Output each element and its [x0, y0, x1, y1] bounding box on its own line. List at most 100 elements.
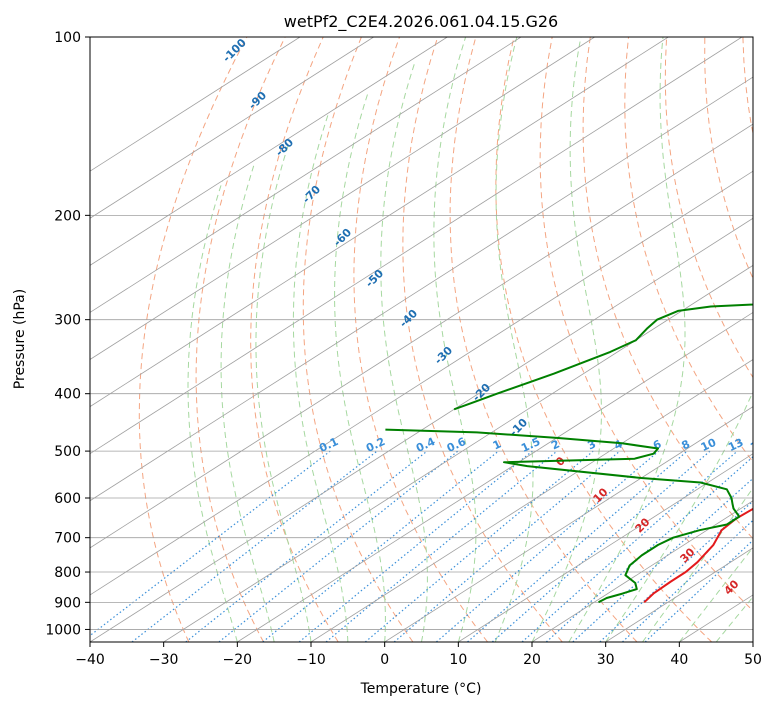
isotherm-line	[90, 37, 669, 408]
x-tick-label: 0	[380, 652, 389, 668]
moist-adiabat-line	[568, 37, 686, 642]
mixing-ratio-line	[621, 519, 753, 642]
isotherm-line	[237, 311, 753, 642]
y-axis: 1000 900 800 700 600 500 400 300 200 100	[45, 30, 90, 638]
isotherm-line	[531, 500, 753, 642]
isotherm-line	[90, 37, 448, 266]
isotherm-line	[90, 76, 753, 502]
mixing-ratio-line	[325, 450, 558, 642]
x-tick-label: 50	[744, 652, 762, 668]
dry-adiabat-line	[704, 37, 753, 280]
moist-adiabat-line	[380, 61, 428, 642]
dry-adiabat-line	[138, 37, 248, 642]
mixing-ratio-label: 0.4	[414, 435, 437, 455]
mixing-ratio-line	[364, 450, 594, 642]
temperature-line	[643, 507, 753, 604]
moist-adiabat-line	[220, 165, 275, 642]
x-tick-label: 30	[597, 652, 615, 668]
isotherm-line	[310, 359, 753, 642]
chart-title: wetPf2_C2E4.2026.061.04.15.G26	[284, 12, 558, 32]
mixing-ratio-line	[467, 450, 688, 642]
moist-adiabat-line	[187, 180, 238, 642]
mixing-ratio-label: 2	[549, 437, 561, 452]
isotherm-label: -70	[300, 183, 323, 206]
mixing-ratio-label: 0.6	[445, 435, 468, 455]
moist-adiabat-line	[715, 596, 753, 642]
y-tick-label: 100	[54, 30, 81, 46]
isotherm-line	[752, 641, 753, 642]
isotherm-label: -90	[246, 89, 269, 112]
dry-adiabat-line	[402, 37, 563, 642]
y-axis-label: Pressure (hPa)	[12, 289, 28, 389]
mixing-ratio-line	[185, 450, 428, 642]
moist-adiabat-line	[433, 37, 477, 642]
moist-adiabat-label: 40	[722, 577, 742, 597]
mixing-ratio-label: 8	[680, 437, 692, 452]
dry-adiabat-line	[539, 37, 753, 612]
y-tick-label: 200	[54, 208, 81, 224]
mixing-ratio-line	[298, 450, 533, 642]
mixing-ratio-line	[218, 450, 459, 642]
dry-adiabat-line	[353, 37, 488, 642]
x-tick-label: 10	[449, 652, 467, 668]
mixing-ratio-line	[521, 450, 738, 642]
isotherm-label: -40	[397, 307, 420, 330]
mixing-ratio-label: 1	[491, 437, 503, 452]
y-tick-label: 700	[54, 531, 81, 547]
mixing-ratio-line	[262, 450, 499, 642]
y-tick-label: 900	[54, 595, 81, 611]
isotherm-label: -50	[363, 267, 386, 290]
isotherm-line	[90, 37, 743, 455]
x-tick-label: 40	[670, 652, 688, 668]
moist-adiabat-label: 20	[633, 515, 653, 535]
mixing-ratio-line	[131, 450, 378, 642]
moist-adiabat-line	[605, 390, 753, 642]
y-tick-label: 800	[54, 565, 81, 581]
profile-series	[385, 303, 753, 604]
isotherm-line	[90, 170, 753, 596]
y-tick-label: 600	[54, 491, 81, 507]
y-tick-label: 1000	[45, 622, 81, 638]
dry-adiabat-line	[250, 37, 339, 642]
x-axis: −40 −30 −20 −10 0 10 20 30 40 50	[75, 642, 762, 668]
isotherm-label: -60	[331, 226, 354, 249]
x-axis-label: Temperature (°C)	[360, 681, 482, 697]
isotherm-line	[458, 453, 753, 642]
x-tick-label: −40	[75, 652, 105, 668]
moist-adiabat-line	[642, 487, 753, 642]
dry-adiabat-line	[495, 37, 713, 642]
isotherm-label: -20	[470, 381, 493, 404]
mixing-ratio-label: 10	[699, 436, 719, 454]
dewpoint-upper-line	[453, 303, 753, 411]
mixing-ratio-label: 16	[748, 436, 768, 454]
x-tick-label: −20	[223, 652, 253, 668]
background-labels: 0.10.20.40.611.52346810131620253036-100-…	[220, 37, 768, 598]
isobars	[90, 37, 753, 630]
isotherm-label: -80	[273, 136, 296, 159]
moist-adiabat-line	[292, 114, 349, 642]
moist-adiabat-line	[334, 94, 386, 642]
x-tick-label: −10	[296, 652, 326, 668]
dewpoint-line	[385, 428, 741, 604]
mixing-ratio-label: 1.5	[519, 435, 542, 455]
dry-adiabats	[138, 37, 753, 642]
isotherm-line	[90, 37, 595, 360]
plot-frame	[89, 36, 754, 643]
isotherm-line	[90, 37, 301, 172]
isotherm-line	[90, 217, 753, 642]
isotherm-line	[384, 406, 753, 642]
moist-adiabat-label: 10	[591, 485, 611, 505]
mixing-ratio-label: 0.2	[364, 435, 387, 455]
y-tick-label: 500	[54, 444, 81, 460]
x-tick-label: 20	[523, 652, 541, 668]
moist-adiabat-line	[678, 546, 753, 642]
moist-adiabat-line	[531, 37, 603, 642]
mixing-ratio-line	[436, 450, 660, 642]
dry-adiabat-line	[195, 37, 286, 642]
isotherm-line	[90, 123, 753, 549]
mixing-ratio-label: 0.1	[317, 435, 340, 455]
y-tick-label: 300	[54, 313, 81, 329]
y-tick-label: 400	[54, 387, 81, 403]
isotherm-line	[90, 37, 374, 219]
